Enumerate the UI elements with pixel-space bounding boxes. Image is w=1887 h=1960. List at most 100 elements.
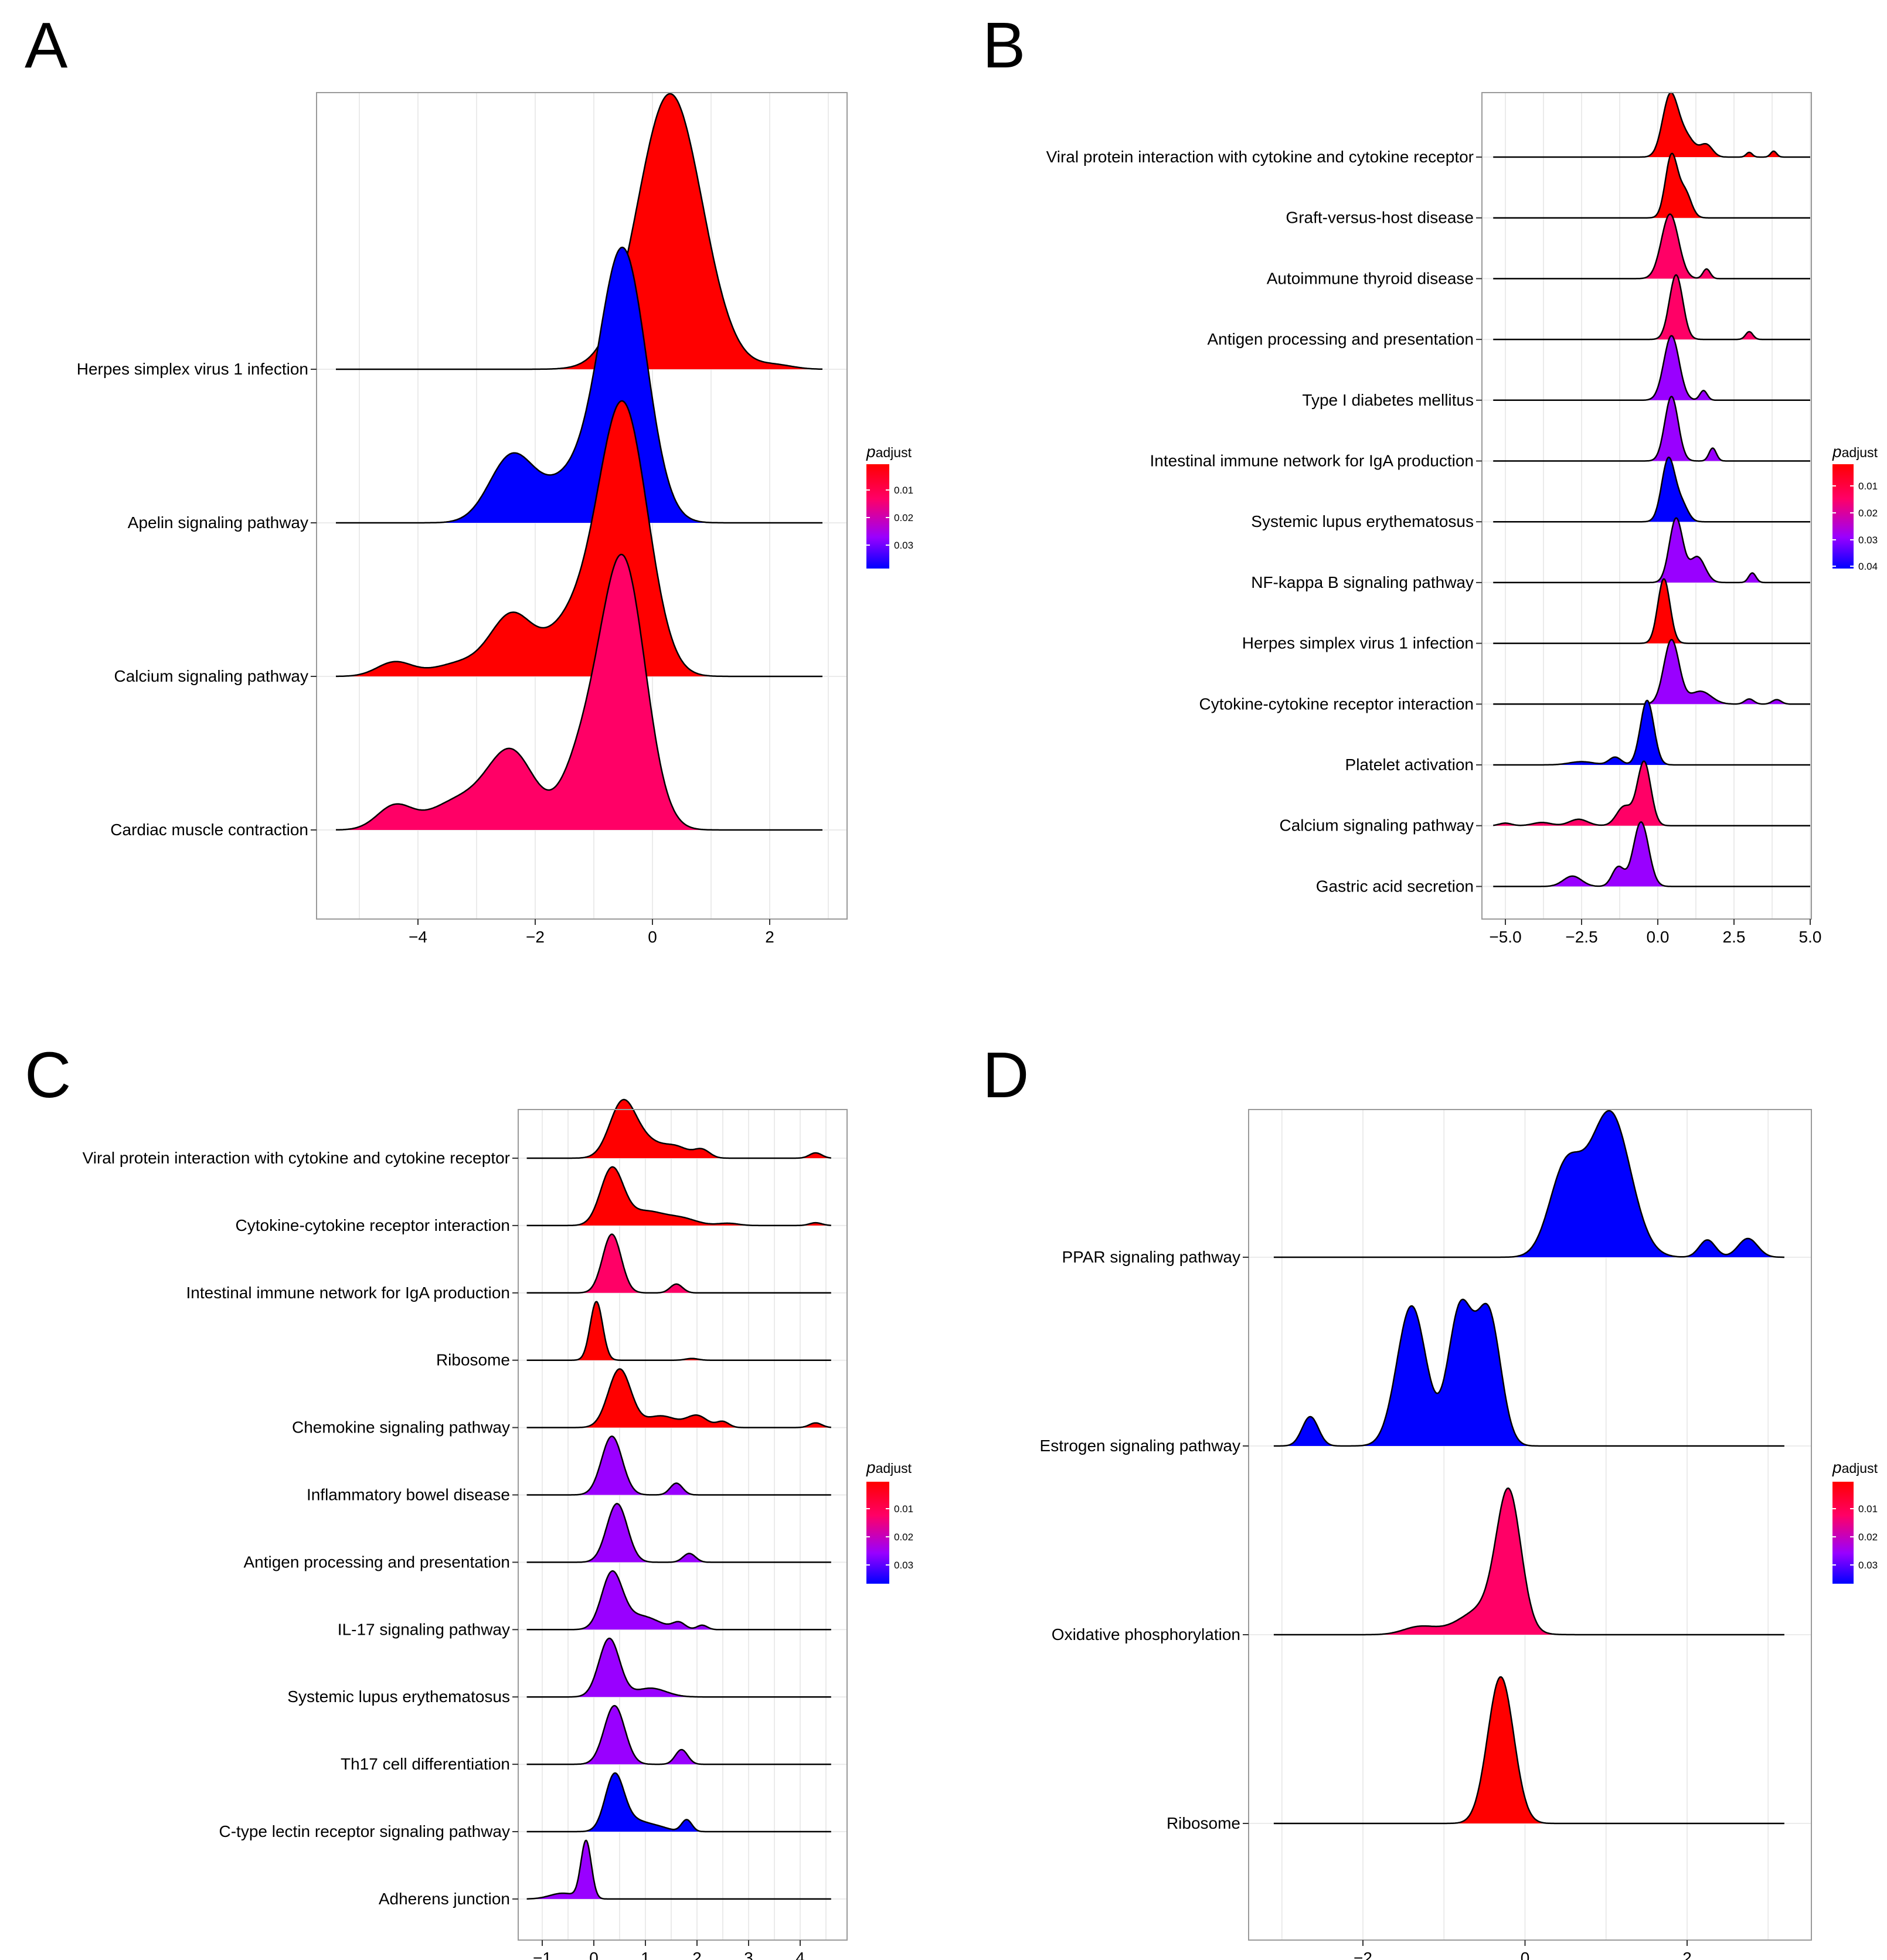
x-tick-label: 2 xyxy=(765,928,774,946)
y-label-calcium-signaling-pathway: Calcium signaling pathway xyxy=(114,667,308,685)
ridge-fill-cytokine-cytokine-receptor-interaction xyxy=(526,1166,831,1226)
ridge-outline-systemic-lupus-erythematosus xyxy=(1493,456,1810,523)
panel-label-d: D xyxy=(982,1039,1029,1111)
ridge-outline-inflammatory-bowel-disease xyxy=(526,1435,831,1496)
ridge-outline-ribosome xyxy=(1273,1676,1784,1825)
legend-title-p: p xyxy=(866,1458,876,1476)
x-tick-label: 0 xyxy=(589,1949,599,1960)
plot-background xyxy=(1249,1110,1811,1940)
y-label-th17-cell-differentiation: Th17 cell differentiation xyxy=(341,1755,510,1773)
ridge-fill-th17-cell-differentiation xyxy=(526,1706,831,1765)
x-tick-label: 4 xyxy=(795,1949,805,1960)
y-label-c-type-lectin-receptor-signaling-pathway: C-type lectin receptor signaling pathway xyxy=(219,1822,510,1840)
y-label-herpes-simplex-virus-1-infection: Herpes simplex virus 1 infection xyxy=(1242,634,1474,652)
ridge-outline-platelet-activation xyxy=(1493,699,1810,766)
legend-break-label: 0.02 xyxy=(894,1532,913,1543)
legend: padjust 0.01 0.02 0.03 0.04 xyxy=(1832,443,1878,572)
plot-border xyxy=(518,1109,848,1941)
ridge-fill-apelin-signaling-pathway xyxy=(336,247,822,523)
legend-title: padjust xyxy=(1832,443,1878,461)
ridge-outline-il-17-signaling-pathway xyxy=(526,1570,831,1631)
x-tick-label: −2 xyxy=(1354,1949,1372,1960)
ridge-fill-systemic-lupus-erythematosus xyxy=(526,1638,831,1697)
ridge-fill-il-17-signaling-pathway xyxy=(526,1571,831,1630)
legend-title-p: p xyxy=(1832,443,1842,461)
legend-break-label: 0.04 xyxy=(1858,561,1878,572)
legend-break-label: 0.01 xyxy=(894,1503,913,1515)
panel-b: Viral protein interaction with cytokine … xyxy=(1046,91,1878,946)
panel-a: Herpes simplex virus 1 infection Apelin s… xyxy=(77,92,913,946)
legend: padjust 0.01 0.02 0.03 xyxy=(866,443,913,569)
ridge-fill-c-type-lectin-receptor-signaling-pathway xyxy=(526,1773,831,1832)
ridge-fill-ribosome xyxy=(526,1301,831,1360)
ridge-outline-viral-protein-interaction-with-cytokine-and-cytokine-receptor xyxy=(526,1098,831,1159)
y-label-antigen-processing-and-presentation: Antigen processing and presentation xyxy=(1207,330,1474,348)
x-tick-label: 0.0 xyxy=(1647,928,1670,946)
ridge-outline-ribosome xyxy=(526,1301,831,1361)
x-tick-label: 5.0 xyxy=(1799,928,1822,946)
legend-break-label: 0.03 xyxy=(894,1560,913,1571)
ridge-fill-oxidative-phosphorylation xyxy=(1273,1488,1784,1635)
y-label-calcium-signaling-pathway: Calcium signaling pathway xyxy=(1279,816,1474,835)
y-label-cytokine-cytokine-receptor-interaction: Cytokine-cytokine receptor interaction xyxy=(1199,695,1474,713)
y-label-ribosome: Ribosome xyxy=(1167,1814,1240,1832)
legend-break-label: 0.03 xyxy=(1858,535,1878,546)
y-label-platelet-activation: Platelet activation xyxy=(1345,756,1474,774)
legend-title: padjust xyxy=(866,443,912,461)
ridge-fill-inflammatory-bowel-disease xyxy=(526,1436,831,1495)
ridge-outline-chemokine-signaling-pathway xyxy=(526,1368,832,1428)
y-label-estrogen-signaling-pathway: Estrogen signaling pathway xyxy=(1040,1437,1240,1455)
ridge-outline-cytokine-cytokine-receptor-interaction xyxy=(1493,639,1810,705)
y-label-apelin-signaling-pathway: Apelin signaling pathway xyxy=(128,513,308,532)
legend-colorbar xyxy=(1832,1482,1854,1584)
y-label-viral-protein-interaction-with-cytokine-and-cytokine-receptor: Viral protein interaction with cytokine … xyxy=(1046,148,1474,166)
ridge-outline-herpes-simplex-virus-1-infection xyxy=(336,93,822,370)
ridge-outline-intestinal-immune-network-for-iga-production xyxy=(1493,396,1810,462)
ridge-outline-graft-versus-host-disease xyxy=(1493,152,1810,219)
panel-d: PPAR signaling pathway Estrogen signaling… xyxy=(1040,1109,1878,1960)
legend-colorbar xyxy=(866,1482,889,1584)
y-label-inflammatory-bowel-disease: Inflammatory bowel disease xyxy=(307,1486,510,1504)
legend-title-p: p xyxy=(866,443,876,461)
x-tick-label: 0 xyxy=(1521,1949,1530,1960)
legend-break-label: 0.02 xyxy=(894,512,913,523)
legend-title-adjust: adjust xyxy=(876,445,912,460)
legend: padjust 0.01 0.02 0.03 xyxy=(1832,1458,1878,1584)
x-tick-label: 2.5 xyxy=(1723,928,1746,946)
y-label-ribosome: Ribosome xyxy=(436,1351,510,1369)
legend-break-label: 0.02 xyxy=(1858,1532,1878,1543)
y-label-intestinal-immune-network-for-iga-production: Intestinal immune network for IgA produc… xyxy=(1150,452,1474,470)
ridge-outline-ppar-signaling-pathway xyxy=(1273,1110,1784,1258)
ridge-outline-nf-kappa-b-signaling-pathway xyxy=(1493,517,1810,584)
ridge-fill-gastric-acid-secretion xyxy=(1493,822,1810,887)
ridge-outline-estrogen-signaling-pathway xyxy=(1273,1298,1784,1447)
ridge-fill-cardiac-muscle-contraction xyxy=(336,554,822,830)
plot-border xyxy=(1248,1109,1812,1941)
ridge-outline-calcium-signaling-pathway xyxy=(336,400,822,678)
panel-label-c: C xyxy=(25,1039,71,1111)
x-tick-label: 0 xyxy=(648,928,657,946)
legend-title: padjust xyxy=(1832,1458,1878,1476)
y-label-chemokine-signaling-pathway: Chemokine signaling pathway xyxy=(292,1418,510,1437)
legend-break-label: 0.02 xyxy=(1858,508,1878,519)
legend-break-label: 0.01 xyxy=(894,485,913,496)
legend: padjust 0.01 0.02 0.03 xyxy=(866,1458,913,1584)
ridge-fill-antigen-processing-and-presentation xyxy=(526,1503,831,1563)
legend-title-adjust: adjust xyxy=(1842,445,1878,460)
legend-break-label: 0.03 xyxy=(894,540,913,551)
plot-border xyxy=(1481,92,1812,920)
ridge-outline-adherens-junction xyxy=(526,1839,831,1900)
ridge-outline-viral-protein-interaction-with-cytokine-and-cytokine-receptor xyxy=(1493,91,1810,158)
ridge-fill-calcium-signaling-pathway xyxy=(336,401,822,676)
y-label-viral-protein-interaction-with-cytokine-and-cytokine-receptor: Viral protein interaction with cytokine … xyxy=(83,1149,510,1167)
legend-title-p: p xyxy=(1832,1458,1842,1476)
ridge-fill-adherens-junction xyxy=(526,1840,831,1899)
y-label-cardiac-muscle-contraction: Cardiac muscle contraction xyxy=(110,821,308,839)
x-tick-label: 2 xyxy=(1682,1949,1692,1960)
ridge-outline-cardiac-muscle-contraction xyxy=(336,553,822,831)
ridge-outline-cytokine-cytokine-receptor-interaction xyxy=(526,1166,831,1227)
y-label-nf-kappa-b-signaling-pathway: NF-kappa B signaling pathway xyxy=(1251,573,1474,591)
x-tick-label: −2 xyxy=(526,928,545,946)
x-tick-label: 1 xyxy=(641,1949,650,1960)
